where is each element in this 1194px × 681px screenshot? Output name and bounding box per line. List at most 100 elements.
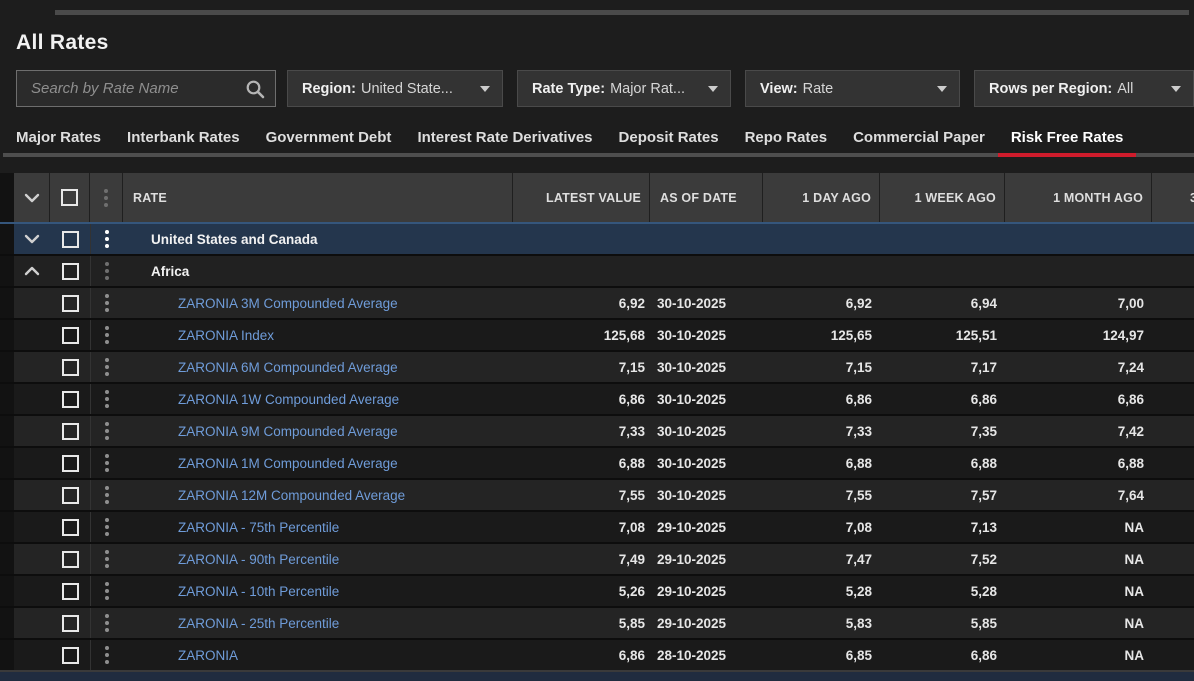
- table-row[interactable]: ZARONIA 1W Compounded Average 6,86 30-10…: [0, 382, 1194, 414]
- column-header-clipped[interactable]: 3: [1152, 173, 1194, 222]
- left-gutter: [0, 608, 14, 638]
- group-label: Africa: [123, 264, 1194, 279]
- kebab-menu-icon[interactable]: [91, 230, 123, 248]
- tab-major-rates[interactable]: Major Rates: [3, 119, 114, 155]
- tab-interest-rate-derivatives[interactable]: Interest Rate Derivatives: [404, 119, 605, 155]
- row-checkbox[interactable]: [62, 647, 79, 664]
- row-checkbox[interactable]: [62, 295, 79, 312]
- kebab-menu-icon[interactable]: [91, 454, 123, 472]
- kebab-menu-icon[interactable]: [91, 262, 123, 280]
- one-month-ago-cell: 7,00: [1005, 296, 1152, 311]
- row-checkbox[interactable]: [62, 423, 79, 440]
- category-tabs: Major RatesInterbank RatesGovernment Deb…: [3, 121, 1194, 157]
- tab-commercial-paper[interactable]: Commercial Paper: [840, 119, 998, 155]
- partial-next-group-row[interactable]: [0, 670, 1194, 681]
- row-checkbox-cell: [50, 359, 90, 376]
- rate-name-link[interactable]: ZARONIA: [123, 648, 513, 663]
- row-checkbox-cell: [50, 455, 90, 472]
- one-week-ago-cell: 7,35: [880, 424, 1005, 439]
- rate-name-link[interactable]: ZARONIA - 90th Percentile: [123, 552, 513, 567]
- horizontal-scrollbar[interactable]: [0, 10, 1194, 15]
- group-checkbox[interactable]: [62, 263, 79, 280]
- row-checkbox-cell: [50, 551, 90, 568]
- group-kebab-cell: [90, 256, 123, 286]
- kebab-menu-icon[interactable]: [91, 422, 123, 440]
- select-all-checkbox[interactable]: [50, 173, 90, 222]
- rate-name-link[interactable]: ZARONIA 3M Compounded Average: [123, 296, 513, 311]
- table-row[interactable]: ZARONIA 12M Compounded Average 7,55 30-1…: [0, 478, 1194, 510]
- kebab-menu-icon[interactable]: [91, 358, 123, 376]
- search-input[interactable]: [31, 80, 245, 97]
- rate-type-filter-dropdown[interactable]: Rate Type: Major Rat...: [517, 70, 731, 107]
- row-checkbox[interactable]: [62, 583, 79, 600]
- kebab-menu-icon[interactable]: [91, 582, 123, 600]
- region-filter-label: Region:: [302, 81, 356, 97]
- kebab-menu-icon[interactable]: [91, 326, 123, 344]
- row-checkbox[interactable]: [62, 551, 79, 568]
- one-day-ago-cell: 7,55: [763, 488, 880, 503]
- rate-name-link[interactable]: ZARONIA 1W Compounded Average: [123, 392, 513, 407]
- tab-repo-rates[interactable]: Repo Rates: [732, 119, 841, 155]
- one-week-ago-cell: 6,88: [880, 456, 1005, 471]
- row-checkbox[interactable]: [62, 455, 79, 472]
- kebab-menu-icon[interactable]: [91, 486, 123, 504]
- row-checkbox[interactable]: [62, 487, 79, 504]
- group-checkbox[interactable]: [62, 231, 79, 248]
- row-checkbox[interactable]: [62, 359, 79, 376]
- kebab-menu-icon[interactable]: [91, 294, 123, 312]
- table-row[interactable]: ZARONIA 3M Compounded Average 6,92 30-10…: [0, 286, 1194, 318]
- column-header-rate[interactable]: RATE: [123, 173, 513, 222]
- rate-name-link[interactable]: ZARONIA - 75th Percentile: [123, 520, 513, 535]
- row-checkbox[interactable]: [62, 327, 79, 344]
- tab-interbank-rates[interactable]: Interbank Rates: [114, 119, 253, 155]
- kebab-menu-icon[interactable]: [91, 550, 123, 568]
- table-row[interactable]: ZARONIA Index 125,68 30-10-2025 125,65 1…: [0, 318, 1194, 350]
- header-kebab-menu-icon[interactable]: [90, 173, 123, 222]
- tab-deposit-rates[interactable]: Deposit Rates: [606, 119, 732, 155]
- kebab-menu-icon[interactable]: [91, 646, 123, 664]
- row-kebab-cell: [90, 352, 123, 382]
- tab-risk-free-rates[interactable]: Risk Free Rates: [998, 121, 1137, 157]
- left-gutter: [0, 224, 14, 254]
- column-header-latest-value[interactable]: LATEST VALUE: [513, 173, 650, 222]
- table-row[interactable]: ZARONIA - 90th Percentile 7,49 29-10-202…: [0, 542, 1194, 574]
- horizontal-scrollbar-thumb[interactable]: [55, 10, 1189, 15]
- region-filter-dropdown[interactable]: Region: United State...: [287, 70, 503, 107]
- table-row[interactable]: ZARONIA 6M Compounded Average 7,15 30-10…: [0, 350, 1194, 382]
- group-expand-chevron[interactable]: [14, 234, 50, 244]
- group-row[interactable]: Africa: [0, 254, 1194, 286]
- rate-name-link[interactable]: ZARONIA - 10th Percentile: [123, 584, 513, 599]
- latest-value-cell: 7,55: [513, 488, 650, 503]
- rate-name-link[interactable]: ZARONIA Index: [123, 328, 513, 343]
- rate-name-link[interactable]: ZARONIA 12M Compounded Average: [123, 488, 513, 503]
- row-checkbox[interactable]: [62, 519, 79, 536]
- search-box[interactable]: [16, 70, 276, 107]
- table-row[interactable]: ZARONIA - 10th Percentile 5,26 29-10-202…: [0, 574, 1194, 606]
- collapse-all-chevron[interactable]: [14, 173, 50, 222]
- tab-government-debt[interactable]: Government Debt: [253, 119, 405, 155]
- row-checkbox[interactable]: [62, 615, 79, 632]
- group-row[interactable]: United States and Canada: [0, 222, 1194, 254]
- rate-name-link[interactable]: ZARONIA 1M Compounded Average: [123, 456, 513, 471]
- rate-name-link[interactable]: ZARONIA 9M Compounded Average: [123, 424, 513, 439]
- rows-per-region-filter-dropdown[interactable]: Rows per Region: All: [974, 70, 1194, 107]
- table-row[interactable]: ZARONIA - 75th Percentile 7,08 29-10-202…: [0, 510, 1194, 542]
- group-expand-chevron[interactable]: [14, 266, 50, 276]
- table-row[interactable]: ZARONIA 9M Compounded Average 7,33 30-10…: [0, 414, 1194, 446]
- table-row[interactable]: ZARONIA 1M Compounded Average 6,88 30-10…: [0, 446, 1194, 478]
- rate-name-link[interactable]: ZARONIA - 25th Percentile: [123, 616, 513, 631]
- row-checkbox[interactable]: [62, 391, 79, 408]
- table-row[interactable]: ZARONIA - 25th Percentile 5,85 29-10-202…: [0, 606, 1194, 638]
- kebab-menu-icon[interactable]: [91, 518, 123, 536]
- table-row[interactable]: ZARONIA 6,86 28-10-2025 6,85 6,86 NA: [0, 638, 1194, 670]
- kebab-menu-icon[interactable]: [91, 390, 123, 408]
- latest-value-cell: 7,08: [513, 520, 650, 535]
- column-header-as-of-date[interactable]: AS OF DATE: [650, 173, 763, 222]
- search-icon[interactable]: [245, 79, 265, 99]
- column-header-1-month-ago[interactable]: 1 MONTH AGO: [1005, 173, 1152, 222]
- column-header-1-week-ago[interactable]: 1 WEEK AGO: [880, 173, 1005, 222]
- column-header-1-day-ago[interactable]: 1 DAY AGO: [763, 173, 880, 222]
- kebab-menu-icon[interactable]: [91, 614, 123, 632]
- rate-name-link[interactable]: ZARONIA 6M Compounded Average: [123, 360, 513, 375]
- view-filter-dropdown[interactable]: View: Rate: [745, 70, 960, 107]
